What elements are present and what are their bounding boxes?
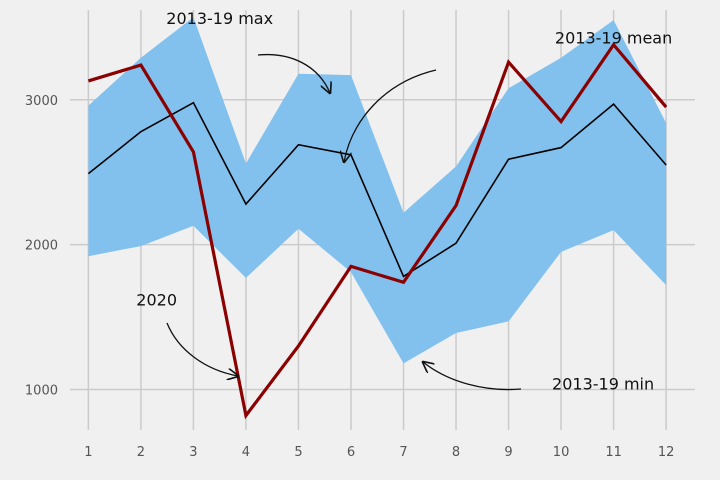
x-tick-label: 1 [84,445,92,460]
x-tick-label: 8 [452,445,460,460]
mean-line [87,101,667,278]
min-max-band [88,17,667,364]
annotation-label: 2020 [136,290,177,309]
y-tick-label: 2000 [25,239,58,254]
annotation-arrow [423,362,522,391]
min-max-band-layer [88,17,667,364]
annotation-arrow [166,322,238,376]
series-lines-layer [87,42,668,420]
y-tick-label: 3000 [25,94,58,109]
x-tick-label: 5 [294,445,302,460]
y-tick-label: 1000 [25,383,58,398]
annotation-label: 2013-19 max [166,9,273,28]
annotation-arrow [344,69,437,162]
x-tick-label: 12 [658,445,675,460]
x-tick-label: 11 [605,445,622,460]
x-tick-label: 7 [399,445,407,460]
x-tick-label: 3 [189,445,197,460]
annotation-arrow [257,53,330,93]
annotations-layer: 2013-19 max 2013-19 mean 2020 2013-19 min [136,9,672,394]
annotation-label: 2013-19 mean [555,28,672,47]
x-tick-label: 6 [347,445,355,460]
current-year-line [87,42,668,420]
x-tick-label: 4 [242,445,250,460]
x-tick-label: 9 [504,445,512,460]
x-tick-label: 2 [137,445,145,460]
x-tick-label: 10 [553,445,570,460]
annotation-label: 2013-19 min [552,374,654,393]
